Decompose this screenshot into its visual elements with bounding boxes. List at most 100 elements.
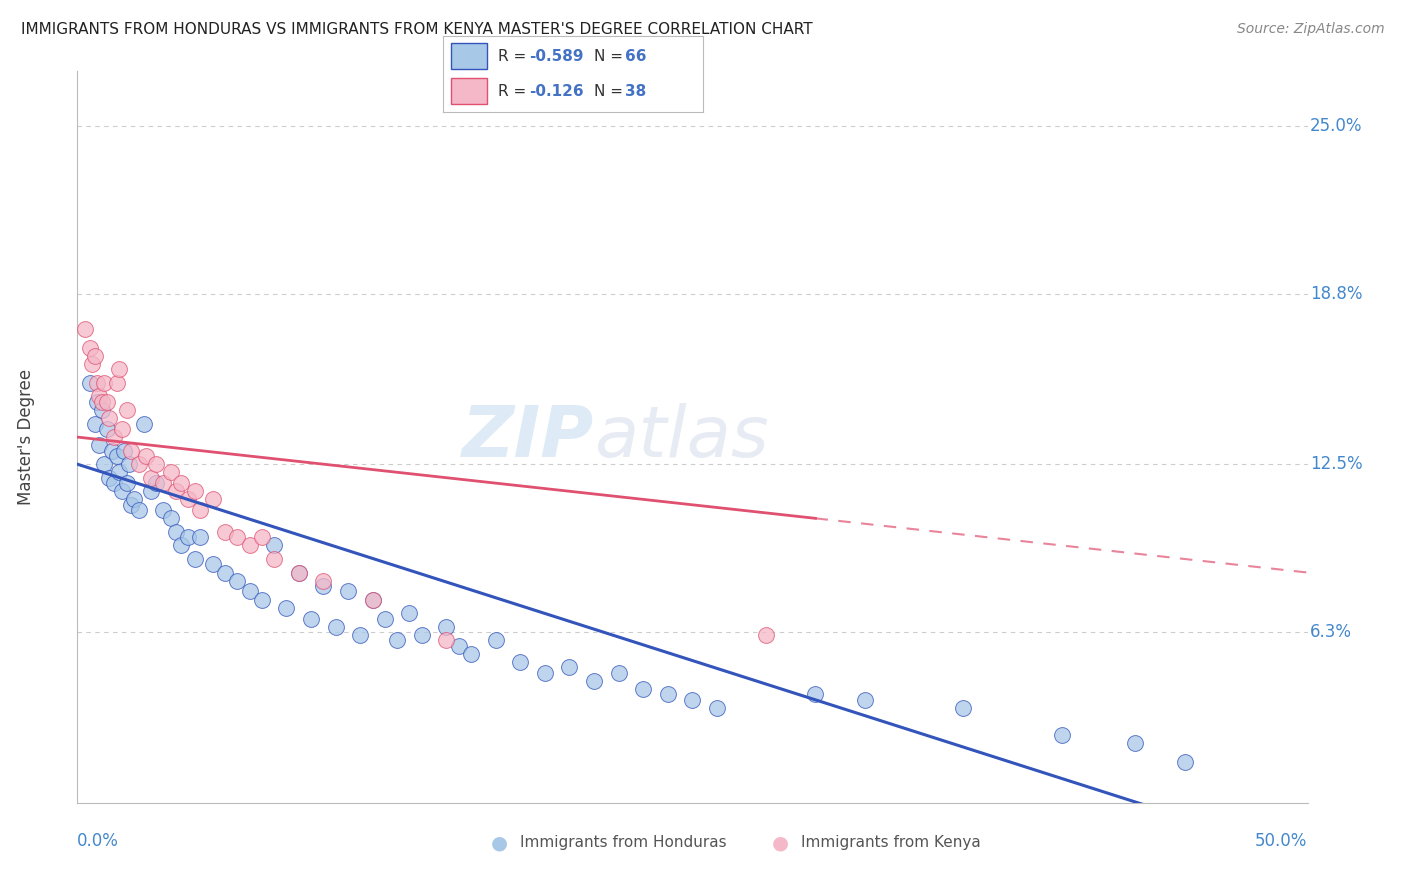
Point (141, 471, 163, 485)
Point (288, 566, 311, 580)
Point (509, 655, 531, 669)
Point (250, 530, 273, 544)
Point (299, 611, 322, 625)
Point (122, 492, 145, 507)
Point (177, 492, 200, 507)
Point (214, 566, 236, 580)
Text: ●: ● (772, 833, 789, 853)
Point (73, 322, 96, 336)
Point (103, 476, 125, 491)
Point (349, 628, 371, 642)
Point (79, 376, 101, 390)
Point (89, 389, 111, 403)
Point (115, 476, 138, 491)
Point (105, 449, 128, 463)
Point (105, 376, 128, 390)
Point (374, 611, 396, 625)
Bar (451, 78, 486, 104)
Point (558, 660, 581, 674)
Point (534, 665, 557, 680)
Bar (451, 44, 486, 69)
Point (135, 449, 157, 463)
Point (132, 417, 155, 431)
Point (170, 538, 193, 552)
Point (263, 538, 285, 552)
Point (804, 688, 827, 702)
Point (90, 403, 114, 417)
Point (361, 592, 384, 607)
Point (436, 633, 458, 648)
Point (657, 688, 679, 702)
Text: N =: N = (593, 84, 627, 98)
Point (361, 592, 384, 607)
Point (184, 484, 207, 499)
Point (145, 476, 167, 491)
Point (90, 395, 114, 409)
Text: Source: ZipAtlas.com: Source: ZipAtlas.com (1237, 22, 1385, 37)
Text: ●: ● (491, 833, 508, 853)
Point (93, 457, 115, 471)
Point (165, 484, 187, 499)
Point (201, 558, 224, 572)
Point (1174, 755, 1197, 769)
Point (1125, 736, 1147, 750)
Point (177, 530, 200, 544)
Text: IMMIGRANTS FROM HONDURAS VS IMMIGRANTS FROM KENYA MASTER'S DEGREE CORRELATION CH: IMMIGRANTS FROM HONDURAS VS IMMIGRANTS F… (21, 22, 813, 37)
Point (337, 584, 360, 599)
Point (188, 530, 212, 544)
Point (83, 349, 105, 363)
Point (152, 503, 174, 517)
Point (325, 620, 347, 634)
Point (89, 438, 111, 452)
Text: 50.0%: 50.0% (1256, 832, 1308, 850)
Point (263, 552, 285, 566)
Point (101, 443, 124, 458)
Text: atlas: atlas (595, 402, 769, 472)
Text: ZIP: ZIP (461, 402, 595, 472)
Point (96, 395, 118, 409)
Point (952, 701, 974, 715)
Point (312, 579, 335, 593)
Point (239, 538, 262, 552)
Point (98, 411, 121, 425)
Point (108, 465, 131, 479)
Point (706, 701, 728, 715)
Text: 0.0%: 0.0% (77, 832, 120, 850)
Point (239, 584, 262, 599)
Point (160, 511, 183, 525)
Point (121, 443, 143, 458)
Point (226, 574, 249, 588)
Point (111, 422, 132, 436)
Point (96, 422, 118, 436)
Point (460, 647, 482, 661)
Point (83, 417, 105, 431)
Point (86, 376, 108, 390)
Point (201, 492, 224, 507)
Text: -0.589: -0.589 (529, 49, 583, 63)
Text: 12.5%: 12.5% (1310, 455, 1362, 473)
Point (436, 620, 458, 634)
Point (112, 443, 135, 458)
Point (226, 530, 249, 544)
Text: Immigrants from Honduras: Immigrants from Honduras (520, 836, 727, 850)
Point (288, 566, 311, 580)
Point (1050, 728, 1073, 742)
Point (111, 484, 132, 499)
Point (141, 484, 163, 499)
Point (312, 574, 335, 588)
Point (98, 471, 121, 485)
Text: 18.8%: 18.8% (1310, 285, 1362, 302)
Point (398, 606, 420, 620)
Point (121, 498, 143, 512)
Point (184, 552, 207, 566)
Point (214, 524, 236, 539)
Point (170, 476, 193, 491)
Point (82, 357, 104, 371)
Text: 6.3%: 6.3% (1310, 624, 1353, 641)
Point (188, 503, 212, 517)
Point (276, 600, 298, 615)
Point (118, 457, 141, 471)
Point (152, 476, 174, 491)
Point (86, 395, 108, 409)
Text: -0.126: -0.126 (529, 84, 583, 98)
